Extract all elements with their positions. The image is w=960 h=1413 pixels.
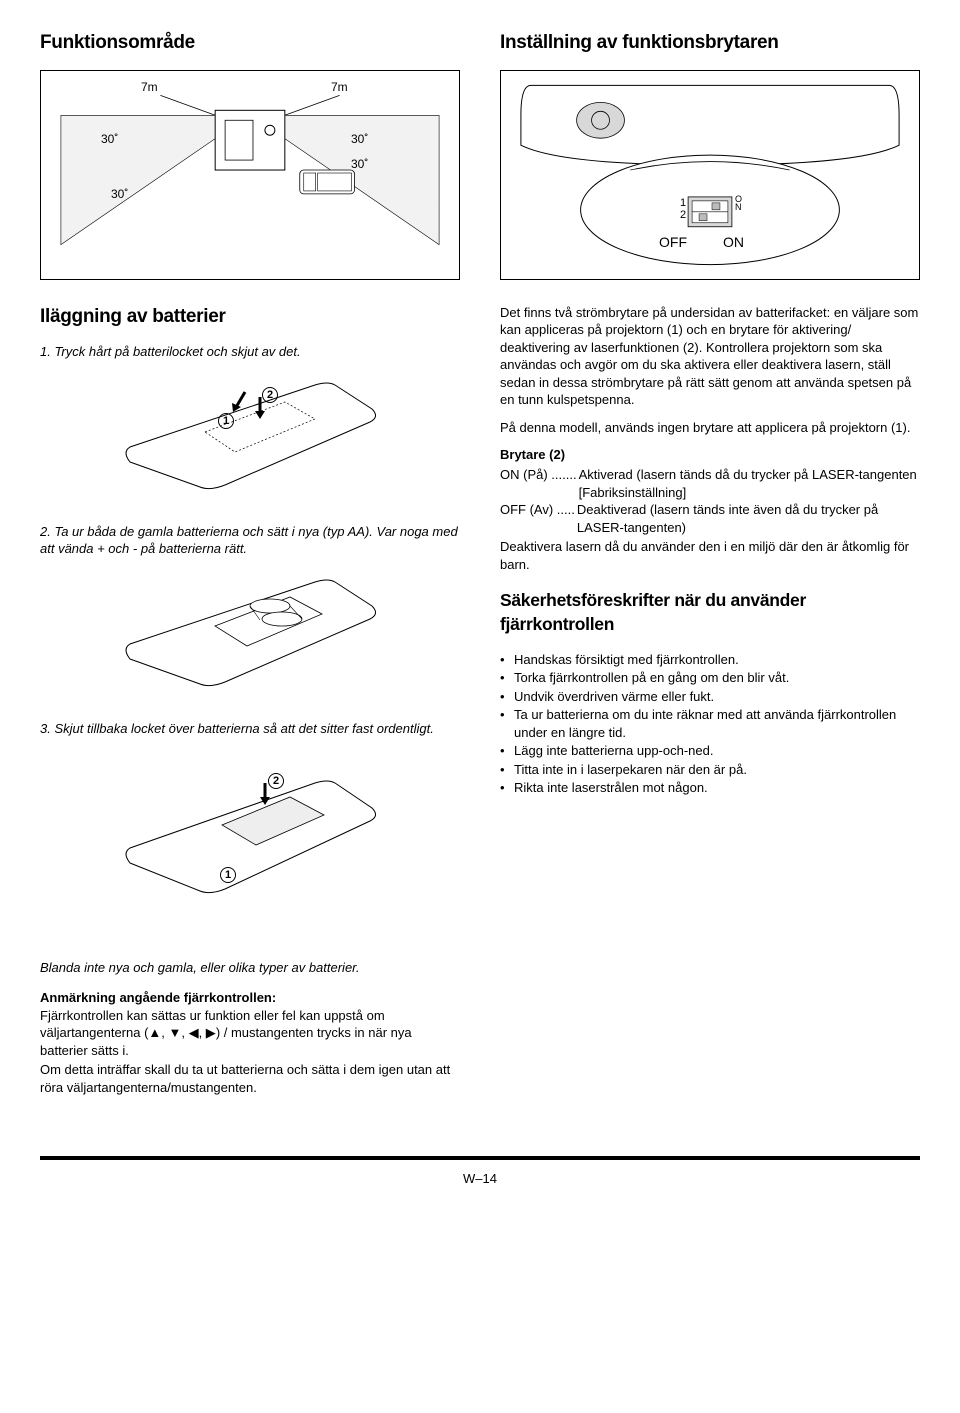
page-number: W–14 (40, 1170, 920, 1188)
range-svg (41, 71, 459, 279)
switch-svg (501, 71, 919, 279)
illus-step-1: 2 1 (110, 367, 390, 507)
brytare-heading: Brytare (2) (500, 446, 920, 464)
step-3: 3. Skjut tillbaka locket över batteriern… (40, 720, 460, 738)
label-30-3: 30˚ (111, 186, 128, 202)
illus-step-2 (110, 564, 390, 704)
brytare-off-lead: OFF (Av) ..... (500, 501, 575, 536)
bullet-6: Titta inte in i laserpekaren när den är … (500, 761, 920, 779)
brytare-off-row: OFF (Av) ..... Deaktiverad (lasern tänds… (500, 501, 920, 536)
illus-step-3: 2 1 (110, 743, 390, 913)
label-30-1: 30˚ (101, 131, 118, 147)
circ-2a: 2 (262, 387, 278, 403)
label-7m-b: 7m (331, 79, 348, 95)
note-anm-p1: Fjärrkontrollen kan sättas ur funktion e… (40, 1007, 462, 1060)
brytare-on-text: Aktiverad (lasern tänds då du trycker på… (577, 466, 920, 501)
circ-2b: 2 (268, 773, 284, 789)
label-30-4: 30˚ (351, 156, 368, 172)
para-deaktivera: Deaktivera lasern då du använder den i e… (500, 538, 920, 573)
figure-switch: 1 2 O N OFF ON (500, 70, 920, 280)
figure-range: 7m 7m 30˚ 30˚ 30˚ 30˚ (40, 70, 460, 280)
bullet-5: Lägg inte batterierna upp-och-ned. (500, 742, 920, 760)
anm-arrows: ▲, ▼, ◀, ▶ (148, 1025, 215, 1040)
switch-num-2: 2 (680, 208, 686, 223)
step-2: 2. Ta ur båda de gamla batterierna och s… (40, 523, 460, 558)
safety-list: Handskas försiktigt med fjärrkontrollen.… (500, 651, 920, 797)
heading-funktionsomrade: Funktionsområde (40, 30, 460, 56)
note-anm-heading: Anmärkning angående fjärrkontrollen: (40, 989, 462, 1007)
label-off: OFF (659, 233, 687, 252)
heading-sakerhet: Säkerhetsföreskrifter när du använder fj… (500, 589, 920, 636)
label-30-2: 30˚ (351, 131, 368, 147)
bullet-3: Undvik överdriven värme eller fukt. (500, 688, 920, 706)
brytare-on-lead: ON (På) ....... (500, 466, 577, 501)
circ-1b: 1 (220, 867, 236, 883)
heading-ilaggning: Iläggning av batterier (40, 304, 460, 330)
bullet-7: Rikta inte laserstrålen mot någon. (500, 779, 920, 797)
circ-1a: 1 (218, 413, 234, 429)
para-switches-2: På denna modell, används ingen brytare a… (500, 419, 920, 437)
para-switches-1: Det finns två strömbrytare på undersidan… (500, 304, 920, 409)
step-1: 1. Tryck hårt på batterilocket och skjut… (40, 343, 460, 361)
switch-on-vert: O N (735, 195, 742, 211)
brytare-off-text: Deaktiverad (lasern tänds inte även då d… (575, 501, 920, 536)
label-7m-a: 7m (141, 79, 158, 95)
note-anm-p2: Om detta inträffar skall du ta ut batter… (40, 1061, 462, 1096)
brytare-on-row: ON (På) ....... Aktiverad (lasern tänds … (500, 466, 920, 501)
bottom-rule (40, 1156, 920, 1160)
bullet-1: Handskas försiktigt med fjärrkontrollen. (500, 651, 920, 669)
bullet-4: Ta ur batterierna om du inte räknar med … (500, 706, 920, 741)
heading-installning: Inställning av funktionsbrytaren (500, 30, 920, 56)
note-blanda: Blanda inte nya och gamla, eller olika t… (40, 959, 462, 977)
bullet-2: Torka fjärrkontrollen på en gång om den … (500, 669, 920, 687)
label-on: ON (723, 233, 744, 252)
